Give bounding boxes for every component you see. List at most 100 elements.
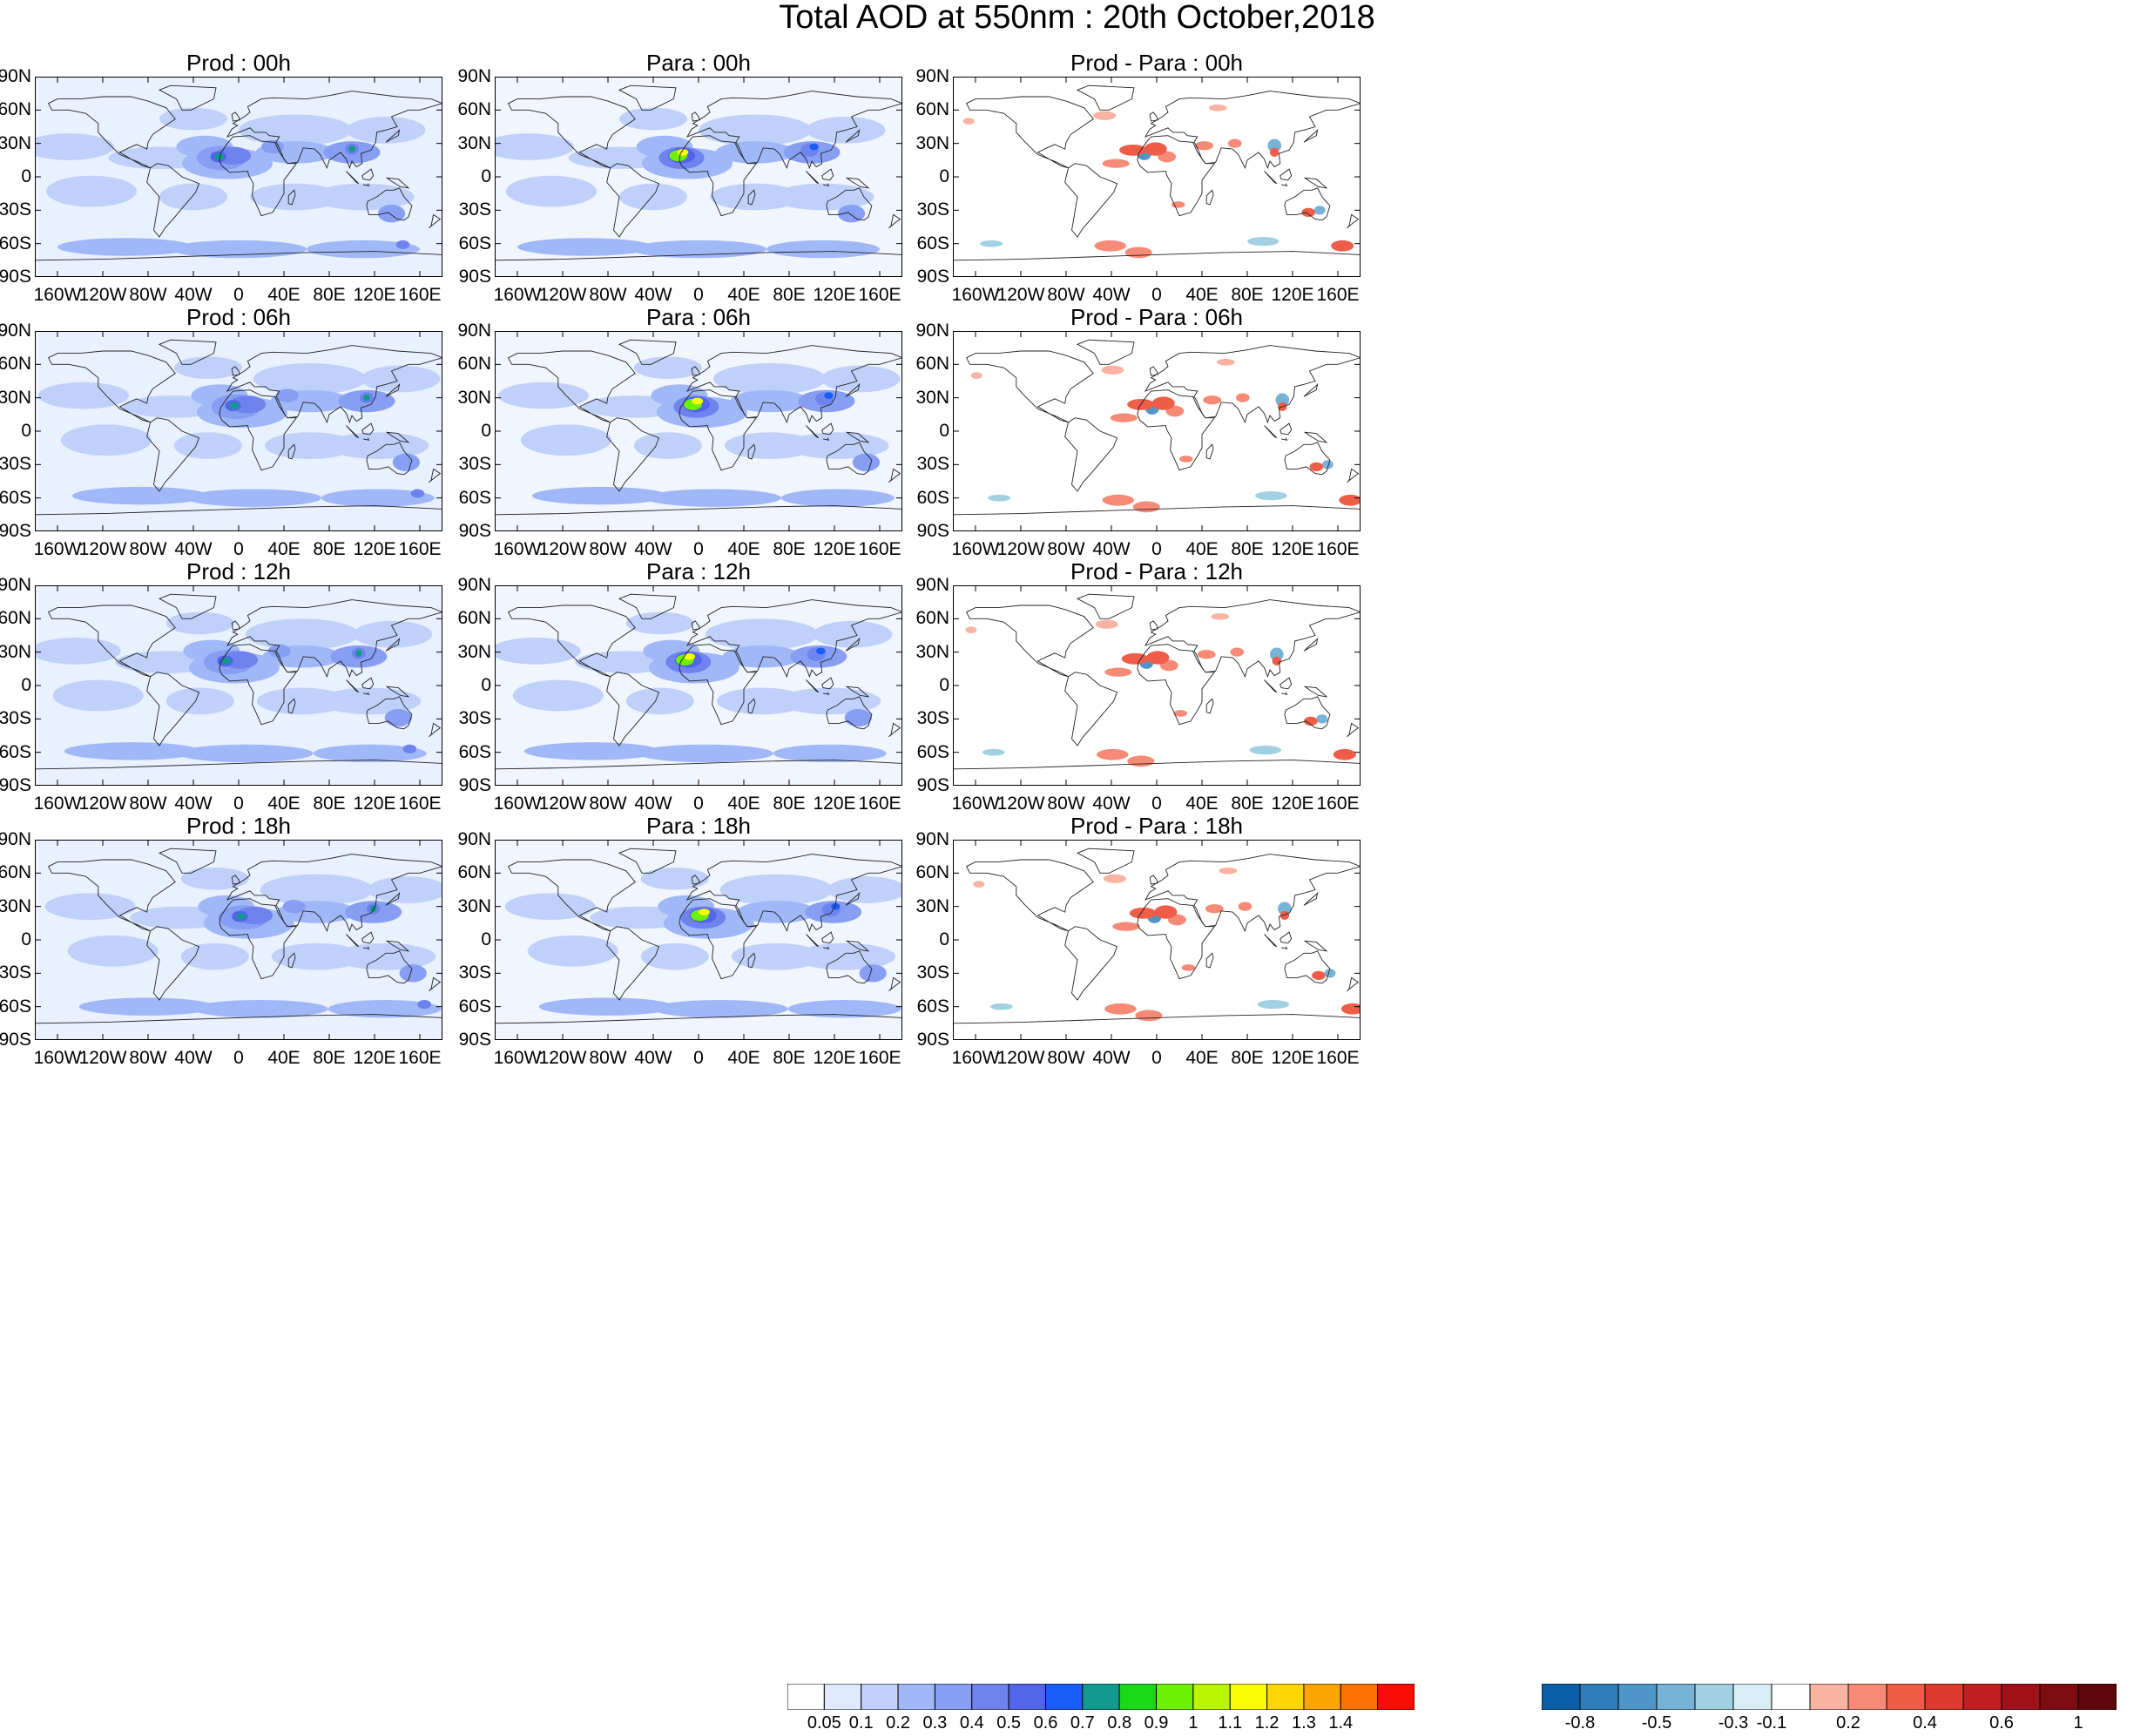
map-background [953, 840, 1361, 1040]
coastline [679, 135, 758, 217]
field-patch [417, 1000, 432, 1010]
longitude-tick-label: 40W [174, 539, 213, 559]
coastline [1144, 599, 1361, 679]
coastline [146, 417, 200, 492]
latitude-tick-label: 90N [457, 829, 491, 849]
longitude-tick-label: 120W [538, 285, 587, 305]
tick-marks [35, 77, 442, 277]
coastline [429, 976, 442, 992]
map-frame [953, 585, 1361, 786]
field-patch [1321, 460, 1334, 469]
field-patch [275, 388, 299, 402]
field-patch [1216, 358, 1235, 366]
field-patch [692, 397, 704, 405]
longitude-tick-label: 120E [813, 285, 856, 305]
coastline [507, 350, 636, 423]
field-patch [321, 489, 435, 507]
coastline [1076, 593, 1135, 619]
latitude-tick-label: 90S [916, 775, 949, 795]
world-map [495, 840, 902, 1040]
longitude-tick-label: 160E [1316, 285, 1360, 305]
coastline [822, 183, 830, 186]
field-patch [809, 143, 819, 151]
coastline [1205, 189, 1214, 206]
field-patch [824, 392, 834, 399]
diff-colorbar-swatch [1579, 1683, 1619, 1711]
field-patch [973, 881, 985, 888]
tick-marks [495, 585, 902, 786]
figure-title: Total AOD at 550nm : 20th October,2018 [779, 0, 1375, 36]
field-patch [633, 356, 702, 379]
longitude-tick-label: 0 [233, 539, 244, 559]
coastline [219, 644, 298, 726]
diff-colorbar-swatch [1617, 1683, 1658, 1711]
panel-title: Prod - Para : 18h [1070, 813, 1243, 839]
latitude-tick-label: 90N [915, 575, 949, 595]
coastline [953, 760, 1361, 770]
field-patch [1094, 240, 1126, 252]
coastline [1264, 425, 1278, 439]
tick-marks [495, 77, 902, 277]
coastline [1280, 168, 1293, 181]
field-layer [35, 77, 442, 277]
aod-colorbar-swatch [1044, 1683, 1084, 1711]
tick-marks [953, 331, 1361, 531]
longitude-tick-label: 160E [858, 1048, 901, 1068]
panel-title: Para : 18h [646, 813, 751, 839]
coastline [679, 389, 758, 471]
coastline [385, 891, 401, 906]
map-frame [35, 585, 442, 786]
longitude-tick-label: 0 [693, 1048, 704, 1068]
latitude-tick-label: 60N [915, 99, 949, 120]
field-patch [1255, 491, 1287, 501]
field-patch [962, 118, 975, 125]
aod-colorbar-swatch [934, 1683, 973, 1711]
longitude-tick-label: 40E [267, 794, 300, 814]
field-patch [1203, 395, 1222, 405]
world-map [495, 585, 902, 786]
field-patch [236, 913, 246, 920]
latitude-tick-label: 30S [916, 708, 949, 729]
coastline [747, 952, 756, 969]
coastlines [953, 848, 1361, 1024]
field-patch [384, 708, 412, 727]
field-patch [214, 153, 225, 160]
field-patch [837, 204, 866, 223]
coastlines [495, 84, 902, 261]
aod-colorbar-label: 1.3 [1292, 1713, 1316, 1733]
longitude-tick-label: 80W [129, 285, 167, 305]
latitude-tick-label: 90S [0, 1030, 31, 1050]
field-patch [497, 382, 589, 409]
coastline [1076, 848, 1135, 874]
field-patch [538, 997, 675, 1016]
longitude-tick-label: 120E [813, 539, 856, 559]
longitude-tick-label: 0 [1151, 1048, 1162, 1068]
latitude-tick-label: 0 [481, 166, 491, 186]
world-map [495, 331, 902, 531]
latitude-tick-label: 90S [916, 521, 949, 541]
latitude-tick-label: 90N [457, 66, 491, 86]
coastline [1144, 91, 1361, 170]
coastline [1149, 875, 1158, 885]
coastline [362, 946, 370, 949]
coastline [1137, 898, 1216, 980]
coastline [366, 696, 413, 730]
field-patch [1205, 904, 1224, 914]
field-patch [52, 679, 144, 712]
field-patch [282, 900, 306, 914]
coastline [1284, 442, 1331, 476]
field-patch [1110, 413, 1138, 422]
longitude-tick-label: 80E [773, 539, 806, 559]
longitude-tick-label: 120W [538, 1048, 587, 1068]
coastline [366, 442, 413, 476]
field-patch [1304, 716, 1318, 726]
field-patch [348, 145, 355, 152]
coastline [1303, 940, 1328, 952]
coastline [35, 760, 442, 770]
coastline [1303, 637, 1319, 652]
latitude-tick-label: 0 [939, 421, 949, 441]
aod-colorbar-swatches [787, 1683, 1415, 1711]
field-patch [699, 114, 812, 146]
coastline [366, 187, 413, 221]
aod-colorbar-label: 0.05 [807, 1713, 841, 1733]
